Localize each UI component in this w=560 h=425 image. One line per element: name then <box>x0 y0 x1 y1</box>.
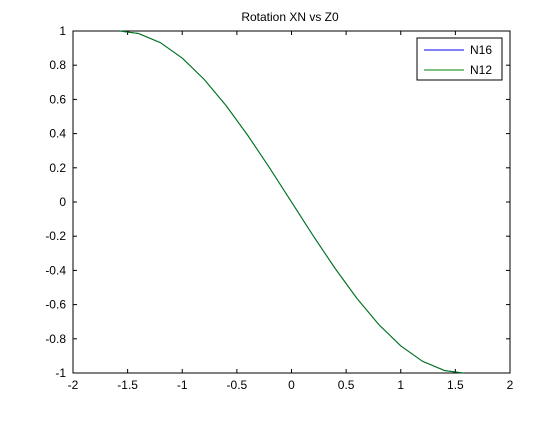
x-tick-label: -2 <box>68 378 79 392</box>
y-tick-label: 0 <box>59 195 66 209</box>
legend-box <box>416 37 503 81</box>
y-tick-label: 0.6 <box>49 92 66 106</box>
x-axis: -2 -1.5 -1 -0.5 0 0.5 1 1.5 2 <box>68 31 514 392</box>
series-layer <box>119 30 464 374</box>
y-tick-label: 1 <box>59 24 66 38</box>
y-tick-label: -1 <box>55 366 66 380</box>
x-tick-label: -0.5 <box>227 378 248 392</box>
series-line-n12 <box>119 30 464 374</box>
x-tick-label: 2 <box>507 378 514 392</box>
legend-label-n12: N12 <box>470 63 492 77</box>
x-tick-label: 1 <box>397 378 404 392</box>
y-tick-label: 0.8 <box>49 58 66 72</box>
y-tick-label: -0.2 <box>45 229 66 243</box>
x-tick-label: -1.5 <box>117 378 138 392</box>
legend-label-n16: N16 <box>470 43 492 57</box>
y-tick-label: 0.2 <box>49 161 66 175</box>
chart-title: Rotation XN vs Z0 <box>241 10 339 24</box>
y-tick-label: 0.4 <box>49 127 66 141</box>
x-tick-label: 0.5 <box>338 378 355 392</box>
x-tick-label: -1 <box>177 378 188 392</box>
y-tick-label: -0.8 <box>45 332 66 346</box>
y-axis: -1 -0.8 -0.6 -0.4 -0.2 0 0.2 0.4 0.6 0.8 1 <box>45 24 510 380</box>
y-tick-label: -0.6 <box>45 298 66 312</box>
y-tick-label: -0.4 <box>45 263 66 277</box>
x-tick-label: 0 <box>288 378 295 392</box>
x-tick-label: 1.5 <box>447 378 464 392</box>
